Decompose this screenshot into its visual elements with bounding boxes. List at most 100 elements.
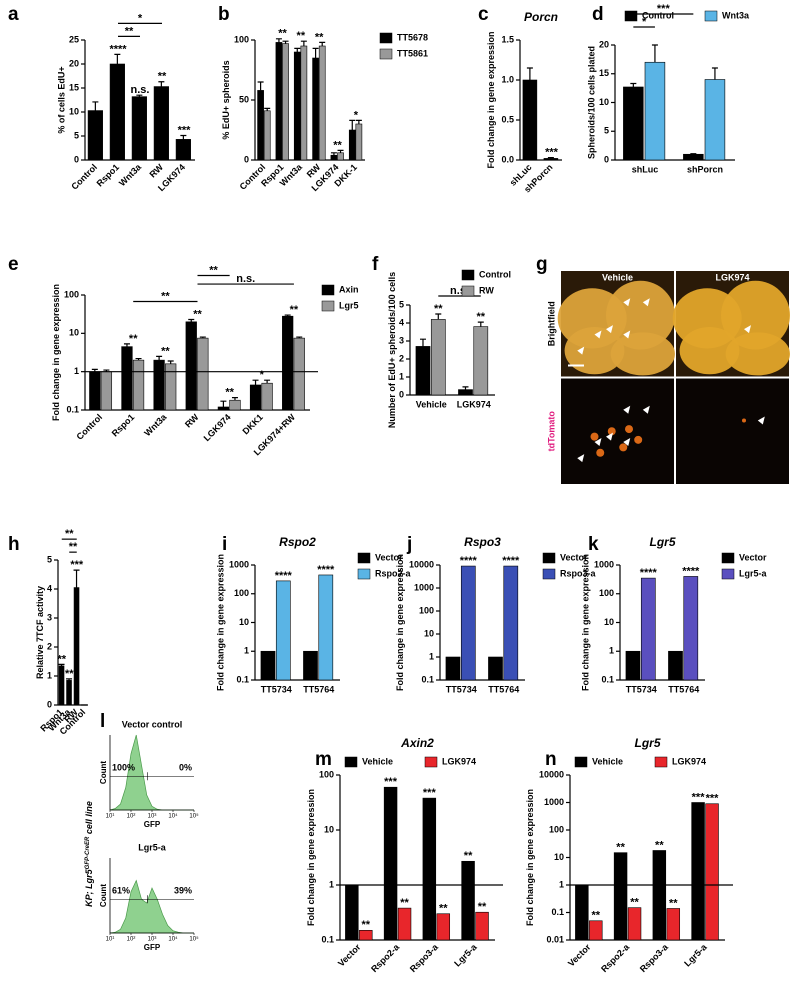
legend-swatch: [461, 285, 475, 297]
legend-swatch: [721, 568, 735, 580]
bar: [458, 389, 473, 396]
x-tick-label: RW: [183, 412, 201, 430]
bar: [109, 63, 125, 161]
bar: [488, 656, 503, 681]
error-bar: [73, 569, 80, 588]
error-bar: [114, 53, 121, 64]
error-bar: [355, 119, 362, 124]
y-tick-label: 0: [399, 389, 404, 399]
legend-swatch: [357, 568, 371, 580]
y-tick-label: 5: [74, 130, 79, 140]
bar: [704, 79, 726, 161]
bar: [100, 371, 113, 411]
x-tick-label: TT5734: [446, 684, 477, 694]
significance: **: [278, 28, 287, 40]
y-tick-label: 1.0: [501, 74, 514, 84]
significance: ***: [706, 793, 720, 805]
bar: [461, 860, 475, 941]
legend-label: LGK974: [672, 756, 706, 766]
error-bar: [135, 357, 142, 361]
significance: **: [630, 897, 639, 909]
error-bar: [231, 397, 238, 401]
organ: [606, 280, 675, 350]
y-tick-label: 4: [399, 317, 404, 327]
x-tick-label: Control: [69, 162, 99, 192]
x-tick-label: 10³: [148, 937, 157, 943]
significance: **: [161, 345, 170, 357]
legend-label: LGK974: [442, 756, 476, 766]
legend-label: Vehicle: [592, 756, 623, 766]
legend-swatch: [704, 10, 718, 22]
significance: ***: [384, 776, 398, 788]
fluorescent-spot: [590, 432, 599, 441]
significance: ***: [423, 787, 437, 799]
y-tick-label: 10: [599, 97, 609, 107]
bar: [275, 580, 291, 681]
error-bar: [547, 157, 554, 159]
y-tick-label: 2: [399, 353, 404, 363]
y-tick-label: 100: [419, 605, 434, 615]
y-tick-label: 50: [239, 94, 249, 104]
bracket-label: **: [125, 25, 134, 37]
legend-swatch: [654, 756, 668, 768]
fluorescent-spot: [742, 418, 746, 423]
legend-label: Control: [642, 10, 674, 20]
significance: *: [354, 109, 359, 121]
arrowhead: [577, 454, 585, 463]
bar: [683, 153, 704, 161]
bar: [282, 43, 289, 161]
panel-letter: d: [592, 4, 604, 25]
y-tick-label: 15: [599, 68, 609, 78]
x-tick-label: 10¹: [106, 937, 115, 943]
legend-swatch: [542, 568, 556, 580]
column-label: LGK974: [715, 272, 749, 282]
y-tick-label: 1000: [229, 559, 249, 569]
error-bar: [66, 678, 73, 681]
significance: ***: [70, 559, 84, 571]
x-tick-label: TT5764: [488, 684, 519, 694]
bar: [668, 650, 683, 681]
significance: ****: [640, 567, 658, 579]
bar: [66, 680, 72, 706]
histogram-title: Lgr5-a: [138, 842, 167, 852]
significance: **: [592, 910, 601, 922]
legend-swatch: [574, 756, 588, 768]
x-tick-label: Control: [74, 412, 104, 442]
x-tick-label: 10⁵: [189, 936, 199, 943]
y-tick-label: 100: [319, 769, 334, 779]
legend-label: TT5861: [397, 48, 428, 58]
legend-swatch: [357, 552, 371, 564]
legend-label: Rspo3-a: [560, 568, 597, 578]
bar: [430, 319, 446, 396]
error-bar: [294, 47, 301, 52]
y-axis-label: Fold change in gene expression: [51, 284, 61, 421]
side-label-part: KP; Lgr5: [84, 868, 94, 906]
arrowhead: [577, 346, 585, 355]
bar: [87, 110, 103, 161]
y-tick-label: 100: [234, 588, 249, 598]
chart-title: Axin2: [400, 736, 434, 750]
organ: [725, 332, 790, 376]
significance: **: [477, 311, 486, 323]
bar: [640, 577, 656, 681]
x-tick-label: TT5764: [668, 684, 699, 694]
bar: [475, 911, 489, 941]
chart-title: Lgr5: [634, 736, 660, 750]
bar: [652, 850, 667, 941]
panel-letter: l: [100, 711, 105, 732]
legend-label: RW: [479, 285, 494, 295]
significance: **: [57, 653, 66, 665]
x-tick-label: Rspo3-a: [638, 941, 671, 974]
error-bar: [284, 314, 291, 317]
bar: [359, 930, 373, 941]
bar: [217, 406, 230, 411]
error-bar: [296, 336, 303, 339]
panel-letter: j: [406, 534, 412, 555]
error-bar: [220, 400, 227, 407]
error-bar: [156, 355, 163, 361]
x-tick-label: Vehicle: [416, 399, 447, 409]
y-tick-label: 0.1: [421, 674, 434, 684]
panel-letter: i: [222, 534, 227, 555]
y-tick-label: 1000: [544, 797, 564, 807]
bar: [165, 363, 177, 411]
